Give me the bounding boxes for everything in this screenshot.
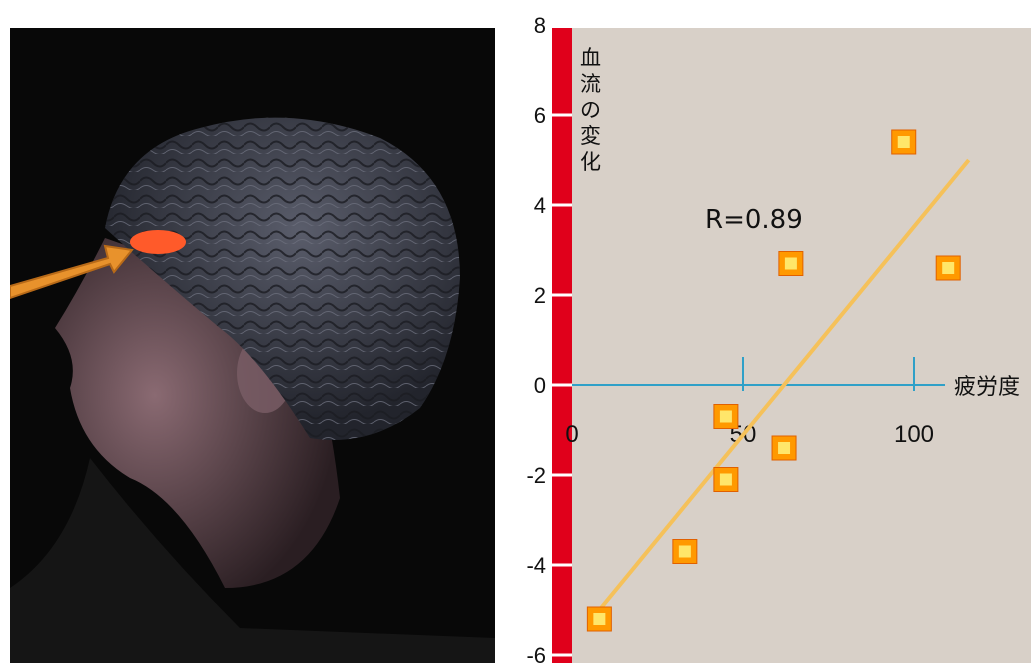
correlation-annotation: R=0.89 bbox=[705, 205, 803, 235]
y-tick-label: -6 bbox=[526, 643, 546, 663]
data-point-highlight bbox=[719, 410, 732, 423]
data-point-highlight bbox=[719, 473, 732, 486]
data-point-highlight bbox=[593, 613, 606, 625]
y-tick-label: -4 bbox=[526, 553, 546, 578]
head-photo bbox=[10, 28, 495, 663]
y-tick-label: 2 bbox=[534, 283, 546, 308]
y-tick-label: 8 bbox=[534, 13, 546, 38]
head-illustration bbox=[10, 117, 495, 663]
y-tick-label: 6 bbox=[534, 103, 546, 128]
x-axis-label: 疲労度 bbox=[954, 375, 1020, 400]
y-tick-label: -2 bbox=[526, 463, 546, 488]
y-axis-bar bbox=[552, 28, 572, 663]
data-point-highlight bbox=[678, 545, 691, 558]
y-axis-ticks: 8 6 4 2 0 -2 -4 -6 bbox=[526, 13, 572, 663]
x-tick-label: 100 bbox=[894, 421, 934, 448]
regression-line bbox=[597, 158, 971, 612]
plot-area bbox=[572, 28, 1031, 663]
x-tick-label: 0 bbox=[565, 421, 578, 448]
y-axis-label: 血流の変化 bbox=[580, 46, 601, 174]
data-point bbox=[672, 539, 698, 564]
data-point-highlight bbox=[942, 262, 955, 274]
y-tick-label: 4 bbox=[534, 193, 546, 218]
data-points bbox=[586, 129, 961, 632]
prefrontal-activation bbox=[130, 230, 186, 254]
data-point-highlight bbox=[778, 442, 791, 454]
pointer-arrow-icon bbox=[10, 244, 134, 300]
y-tick-label: 0 bbox=[534, 373, 546, 398]
data-point-highlight bbox=[784, 257, 797, 270]
data-point-highlight bbox=[897, 136, 910, 148]
